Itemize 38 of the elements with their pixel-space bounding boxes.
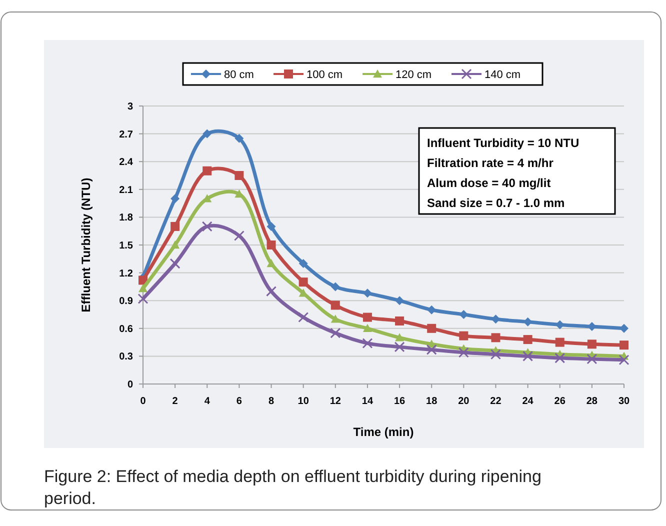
y-tick-label: 0 <box>127 380 134 390</box>
x-tick-label: 16 <box>394 396 406 407</box>
y-tick-label: 2.7 <box>119 129 134 140</box>
y-tick-label: 0.9 <box>119 296 134 308</box>
x-axis-title: Time (min) <box>353 425 414 439</box>
x-tick-label: 0 <box>140 396 146 407</box>
x-tick-label: 12 <box>330 396 342 407</box>
x-tick-label: 8 <box>268 396 274 407</box>
x-tick-label: 26 <box>554 396 566 407</box>
x-tick-label: 6 <box>236 396 242 407</box>
y-tick-label: 1.8 <box>119 212 134 224</box>
x-tick-label: 22 <box>490 396 502 407</box>
legend-label: 100 cm <box>306 68 343 81</box>
y-tick-label: 2.1 <box>119 184 134 196</box>
legend-label: 120 cm <box>396 68 432 81</box>
y-tick-label: 1.2 <box>119 268 134 280</box>
x-tick-label: 10 <box>298 396 310 407</box>
x-tick-label: 18 <box>426 396 438 407</box>
y-tick-label: 0.3 <box>119 352 134 363</box>
y-tick-label: 2.4 <box>119 157 134 168</box>
annotation: Alum dose = 40 mg/lit <box>427 176 551 190</box>
x-tick-label: 30 <box>618 396 630 407</box>
y-axis-title: Effluent Turbidity (NTU) <box>79 178 93 312</box>
x-tick-label: 28 <box>586 396 598 407</box>
legend-label: 80 cm <box>224 68 254 81</box>
x-tick-label: 14 <box>362 396 374 407</box>
annotation: Sand size = 0.7 - 1.0 mm <box>427 196 565 210</box>
annotation: Filtration rate = 4 m/hr <box>427 156 554 170</box>
y-tick-label: 1.5 <box>119 240 134 252</box>
x-tick-label: 24 <box>522 396 534 407</box>
y-tick-label: 0.6 <box>119 324 134 335</box>
x-tick-label: 20 <box>458 396 470 407</box>
x-tick-label: 2 <box>172 396 178 407</box>
x-tick-label: 4 <box>204 396 210 407</box>
annotation: Influent Turbidity = 10 NTU <box>427 136 580 150</box>
caption: Figure 2: Effect of media depth on effluent turbidity during ripening period. <box>44 467 542 508</box>
legend-label: 140 cm <box>484 68 521 81</box>
y-tick-label: 3 <box>127 102 134 112</box>
